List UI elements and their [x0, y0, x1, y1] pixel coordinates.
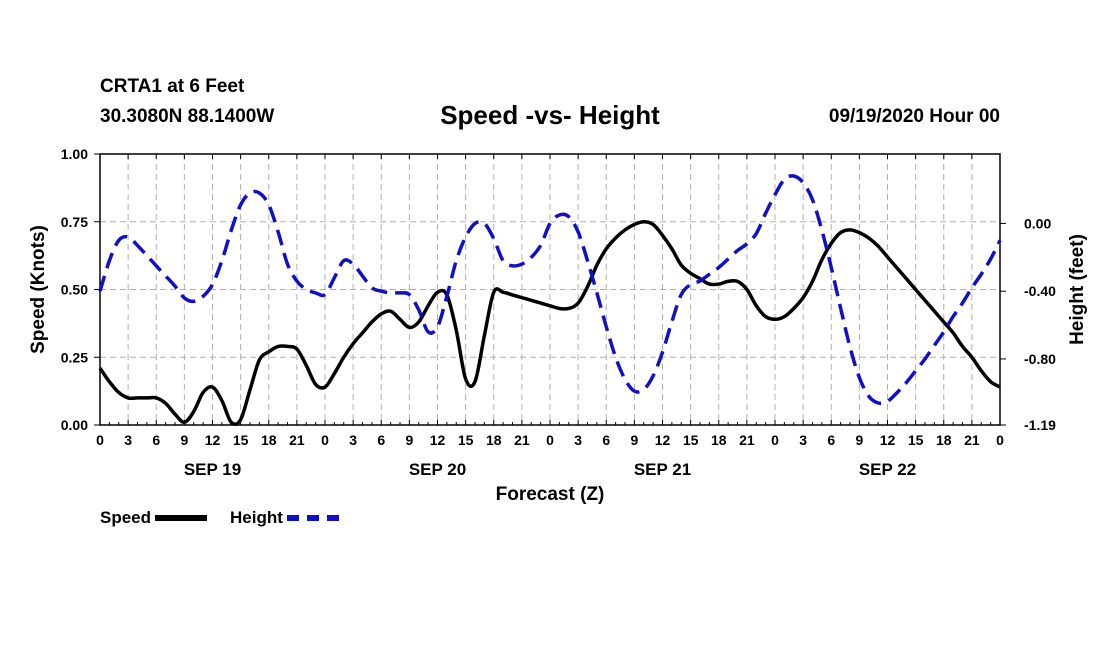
x-tick-label: 18 [261, 432, 277, 448]
x-tick-label: 21 [289, 432, 305, 448]
x-tick-label: 15 [233, 432, 249, 448]
y-left-tick-label: 0.25 [61, 349, 88, 365]
x-day-label: SEP 22 [859, 460, 916, 479]
x-tick-label: 18 [711, 432, 727, 448]
x-tick-label: 3 [574, 432, 582, 448]
x-tick-label: 12 [880, 432, 896, 448]
y-right-tick-label: -0.40 [1024, 283, 1056, 299]
x-tick-label: 6 [827, 432, 835, 448]
y-left-tick-label: 0.00 [61, 417, 88, 433]
x-tick-label: 0 [321, 432, 329, 448]
x-tick-label: 6 [377, 432, 385, 448]
x-tick-label: 0 [996, 432, 1004, 448]
y-right-tick-label: -1.19 [1024, 417, 1056, 433]
y-left-tick-label: 0.50 [61, 282, 88, 298]
chart-title-text: Speed -vs- Height [440, 100, 660, 130]
coordinates-label: 30.3080N 88.1400W [100, 106, 275, 127]
legend-height-label: Height [230, 508, 283, 527]
x-day-label: SEP 20 [409, 460, 466, 479]
y-right-tick-label: 0.00 [1024, 215, 1051, 231]
x-tick-label: 21 [514, 432, 530, 448]
x-tick-label: 0 [771, 432, 779, 448]
x-day-label: SEP 21 [634, 460, 691, 479]
x-tick-label: 6 [152, 432, 160, 448]
legend-speed-label: Speed [100, 508, 152, 527]
speed-series-line [98, 220, 1001, 426]
x-tick-label: 18 [936, 432, 952, 448]
legend-speed: Speed [100, 508, 208, 528]
x-tick-label: 3 [799, 432, 807, 448]
y-left-axis-title: Speed (Knots) [28, 225, 49, 354]
x-tick-label: 15 [908, 432, 924, 448]
x-tick-label: 9 [630, 432, 638, 448]
x-tick-label: 6 [602, 432, 610, 448]
x-tick-label: 12 [430, 432, 446, 448]
height-series-line [98, 174, 1002, 406]
x-tick-label: 0 [96, 432, 104, 448]
y-right-axis-title: Height (feet) [1067, 234, 1088, 345]
x-tick-label: 9 [855, 432, 863, 448]
x-tick-label: 15 [458, 432, 474, 448]
x-day-label: SEP 19 [184, 460, 241, 479]
x-tick-label: 3 [124, 432, 132, 448]
chart-title: Speed -vs- Height [0, 100, 1100, 131]
y-right-tick-label: -0.80 [1024, 351, 1056, 367]
x-tick-label: 21 [739, 432, 755, 448]
x-tick-label: 3 [349, 432, 357, 448]
forecast-date-label: 09/19/2020 Hour 00 [828, 106, 1000, 127]
x-tick-label: 9 [405, 432, 413, 448]
x-tick-label: 15 [683, 432, 699, 448]
legend-speed-swatch [155, 515, 208, 521]
x-tick-label: 0 [546, 432, 554, 448]
x-tick-label: 12 [205, 432, 221, 448]
station-label: CRTA1 at 6 Feet [100, 76, 245, 97]
y-left-tick-label: 0.75 [61, 214, 88, 230]
x-tick-label: 21 [964, 432, 980, 448]
legend-height-swatch [286, 515, 339, 521]
x-axis-title: Forecast (Z) [496, 484, 605, 505]
x-tick-label: 9 [180, 432, 188, 448]
x-tick-label: 18 [486, 432, 502, 448]
y-left-tick-label: 1.00 [61, 146, 88, 162]
x-tick-label: 12 [655, 432, 671, 448]
legend-height: Height [230, 508, 339, 528]
